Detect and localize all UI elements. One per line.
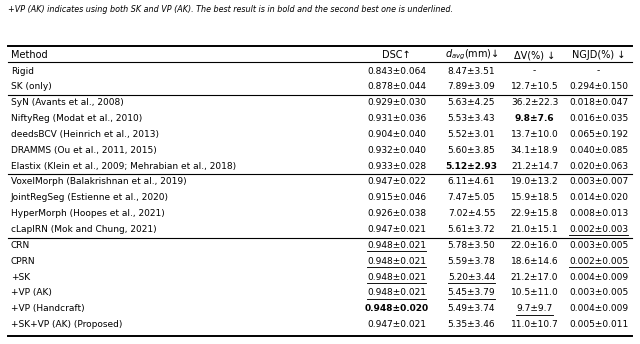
- Text: 0.294±0.150: 0.294±0.150: [569, 82, 628, 92]
- Text: 0.947±0.022: 0.947±0.022: [367, 178, 426, 186]
- Text: 0.014±0.020: 0.014±0.020: [569, 193, 628, 202]
- Text: cLapIRN (Mok and Chung, 2021): cLapIRN (Mok and Chung, 2021): [11, 225, 157, 234]
- Text: 0.016±0.035: 0.016±0.035: [569, 114, 628, 123]
- Text: 0.948±0.021: 0.948±0.021: [367, 257, 426, 266]
- Text: 5.63±4.25: 5.63±4.25: [448, 98, 495, 107]
- Text: 0.003±0.007: 0.003±0.007: [569, 178, 628, 186]
- Text: 0.002±0.005: 0.002±0.005: [569, 257, 628, 266]
- Text: 0.929±0.030: 0.929±0.030: [367, 98, 426, 107]
- Text: 7.47±5.05: 7.47±5.05: [447, 193, 495, 202]
- Text: 5.45±3.79: 5.45±3.79: [447, 288, 495, 297]
- Text: 15.9±18.5: 15.9±18.5: [511, 193, 559, 202]
- Text: 21.0±15.1: 21.0±15.1: [511, 225, 558, 234]
- Text: 5.61±3.72: 5.61±3.72: [447, 225, 495, 234]
- Text: 0.008±0.013: 0.008±0.013: [569, 209, 628, 218]
- Text: 7.02±4.55: 7.02±4.55: [448, 209, 495, 218]
- Text: 5.49±3.74: 5.49±3.74: [448, 304, 495, 313]
- Text: Rigid: Rigid: [11, 66, 34, 75]
- Text: 22.9±15.8: 22.9±15.8: [511, 209, 558, 218]
- Text: 0.040±0.085: 0.040±0.085: [569, 146, 628, 155]
- Text: 5.78±3.50: 5.78±3.50: [447, 241, 495, 250]
- Text: CPRN: CPRN: [11, 257, 35, 266]
- Text: 0.018±0.047: 0.018±0.047: [569, 98, 628, 107]
- Text: Elastix (Klein et al., 2009; Mehrabian et al., 2018): Elastix (Klein et al., 2009; Mehrabian e…: [11, 162, 236, 171]
- Text: SyN (Avants et al., 2008): SyN (Avants et al., 2008): [11, 98, 124, 107]
- Text: 7.89±3.09: 7.89±3.09: [447, 82, 495, 92]
- Text: 36.2±22.3: 36.2±22.3: [511, 98, 558, 107]
- Text: 0.005±0.011: 0.005±0.011: [569, 320, 628, 329]
- Text: 0.948±0.021: 0.948±0.021: [367, 241, 426, 250]
- Text: 11.0±10.7: 11.0±10.7: [511, 320, 559, 329]
- Text: 5.59±3.78: 5.59±3.78: [447, 257, 495, 266]
- Text: JointRegSeg (Estienne et al., 2020): JointRegSeg (Estienne et al., 2020): [11, 193, 169, 202]
- Text: 9.8±7.6: 9.8±7.6: [515, 114, 554, 123]
- Text: 0.948±0.021: 0.948±0.021: [367, 288, 426, 297]
- Text: 0.878±0.044: 0.878±0.044: [367, 82, 426, 92]
- Text: 21.2±14.7: 21.2±14.7: [511, 162, 558, 171]
- Text: HyperMorph (Hoopes et al., 2021): HyperMorph (Hoopes et al., 2021): [11, 209, 164, 218]
- Text: 0.003±0.005: 0.003±0.005: [569, 241, 628, 250]
- Text: 34.1±18.9: 34.1±18.9: [511, 146, 558, 155]
- Text: 0.931±0.036: 0.931±0.036: [367, 114, 426, 123]
- Text: +VP (AK): +VP (AK): [11, 288, 52, 297]
- Text: 6.11±4.61: 6.11±4.61: [447, 178, 495, 186]
- Text: SK (only): SK (only): [11, 82, 52, 92]
- Text: NiftyReg (Modat et al., 2010): NiftyReg (Modat et al., 2010): [11, 114, 142, 123]
- Text: 0.904±0.040: 0.904±0.040: [367, 130, 426, 139]
- Text: 0.948±0.020: 0.948±0.020: [364, 304, 429, 313]
- Text: 19.0±13.2: 19.0±13.2: [511, 178, 558, 186]
- Text: 21.2±17.0: 21.2±17.0: [511, 272, 558, 281]
- Text: 0.926±0.038: 0.926±0.038: [367, 209, 426, 218]
- Text: 5.20±3.44: 5.20±3.44: [448, 272, 495, 281]
- Text: NGJD(%) ↓: NGJD(%) ↓: [572, 50, 625, 60]
- Text: 0.932±0.040: 0.932±0.040: [367, 146, 426, 155]
- Text: ΔV(%) ↓: ΔV(%) ↓: [514, 50, 555, 60]
- Text: 8.47±3.51: 8.47±3.51: [447, 66, 495, 75]
- Text: CRN: CRN: [11, 241, 30, 250]
- Text: DRAMMS (Ou et al., 2011, 2015): DRAMMS (Ou et al., 2011, 2015): [11, 146, 157, 155]
- Text: 9.7±9.7: 9.7±9.7: [516, 304, 553, 313]
- Text: +SK+VP (AK) (Proposed): +SK+VP (AK) (Proposed): [11, 320, 122, 329]
- Text: 5.53±3.43: 5.53±3.43: [447, 114, 495, 123]
- Text: deedsBCV (Heinrich et al., 2013): deedsBCV (Heinrich et al., 2013): [11, 130, 159, 139]
- Text: 0.843±0.064: 0.843±0.064: [367, 66, 426, 75]
- Text: 0.947±0.021: 0.947±0.021: [367, 225, 426, 234]
- Text: $d_{avg}$(mm)↓: $d_{avg}$(mm)↓: [445, 48, 499, 62]
- Text: 10.5±11.0: 10.5±11.0: [511, 288, 559, 297]
- Text: -: -: [533, 66, 536, 75]
- Text: 22.0±16.0: 22.0±16.0: [511, 241, 558, 250]
- Text: +VP (Handcraft): +VP (Handcraft): [11, 304, 84, 313]
- Text: VoxelMorph (Balakrishnan et al., 2019): VoxelMorph (Balakrishnan et al., 2019): [11, 178, 186, 186]
- Text: 0.948±0.021: 0.948±0.021: [367, 272, 426, 281]
- Text: 0.933±0.028: 0.933±0.028: [367, 162, 426, 171]
- Text: 0.003±0.005: 0.003±0.005: [569, 288, 628, 297]
- Text: 5.35±3.46: 5.35±3.46: [447, 320, 495, 329]
- Text: 0.947±0.021: 0.947±0.021: [367, 320, 426, 329]
- Text: 18.6±14.6: 18.6±14.6: [511, 257, 558, 266]
- Text: 13.7±10.0: 13.7±10.0: [511, 130, 559, 139]
- Text: +VP (AK) indicates using both SK and VP (AK). The best result is in bold and the: +VP (AK) indicates using both SK and VP …: [8, 5, 452, 14]
- Text: 5.52±3.01: 5.52±3.01: [447, 130, 495, 139]
- Text: 5.12±2.93: 5.12±2.93: [445, 162, 497, 171]
- Text: -: -: [597, 66, 600, 75]
- Text: 12.7±10.5: 12.7±10.5: [511, 82, 558, 92]
- Text: 5.60±3.85: 5.60±3.85: [447, 146, 495, 155]
- Text: +SK: +SK: [11, 272, 30, 281]
- Text: 0.002±0.003: 0.002±0.003: [569, 225, 628, 234]
- Text: DSC↑: DSC↑: [382, 50, 411, 60]
- Text: 0.004±0.009: 0.004±0.009: [569, 272, 628, 281]
- Text: 0.065±0.192: 0.065±0.192: [569, 130, 628, 139]
- Text: Method: Method: [11, 50, 47, 60]
- Text: 0.020±0.063: 0.020±0.063: [569, 162, 628, 171]
- Text: 0.004±0.009: 0.004±0.009: [569, 304, 628, 313]
- Text: 0.915±0.046: 0.915±0.046: [367, 193, 426, 202]
